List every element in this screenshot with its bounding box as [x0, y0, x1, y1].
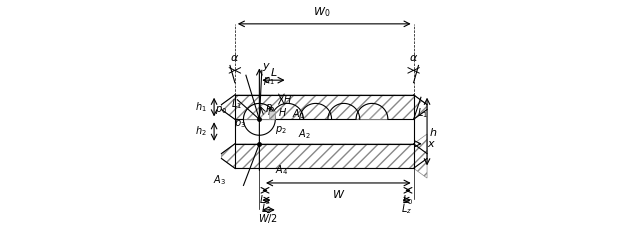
Text: $\alpha$: $\alpha$	[230, 53, 240, 63]
Text: $p_0$: $p_0$	[215, 103, 228, 116]
Text: $h$: $h$	[429, 125, 438, 138]
Text: $L_1$: $L_1$	[232, 97, 242, 111]
Text: $W_0$: $W_0$	[313, 5, 331, 19]
Text: $L$: $L$	[270, 66, 277, 78]
Text: $H$: $H$	[278, 106, 287, 118]
Text: $W$: $W$	[331, 188, 345, 200]
Polygon shape	[222, 95, 427, 119]
Text: $\alpha$: $\alpha$	[409, 53, 418, 63]
Text: $y$: $y$	[262, 61, 271, 73]
Text: $L_z$: $L_z$	[401, 203, 412, 216]
Text: $R$: $R$	[266, 105, 275, 117]
Text: $p_2$: $p_2$	[275, 124, 286, 136]
Polygon shape	[356, 103, 388, 119]
Text: $R$: $R$	[265, 102, 273, 114]
Text: $W/2$: $W/2$	[258, 212, 278, 225]
Polygon shape	[269, 111, 275, 119]
Text: $L_z$: $L_z$	[261, 203, 272, 216]
Text: $A_2$: $A_2$	[298, 127, 311, 141]
Text: $h_1$: $h_1$	[195, 100, 207, 114]
Text: $L_0$: $L_0$	[260, 193, 271, 207]
Text: $A_3$: $A_3$	[213, 173, 225, 187]
Text: $H$: $H$	[283, 93, 291, 105]
Text: $p_1$: $p_1$	[263, 75, 275, 88]
Text: $x$: $x$	[427, 139, 436, 149]
Text: $A_4$: $A_4$	[275, 163, 288, 177]
Text: $L_0$: $L_0$	[402, 193, 414, 207]
Text: $p_3$: $p_3$	[233, 118, 246, 130]
Polygon shape	[243, 103, 275, 119]
Text: $h_2$: $h_2$	[195, 125, 207, 138]
Text: $L_1$: $L_1$	[417, 106, 428, 120]
Polygon shape	[222, 134, 427, 178]
Text: $A_1$: $A_1$	[293, 108, 305, 122]
